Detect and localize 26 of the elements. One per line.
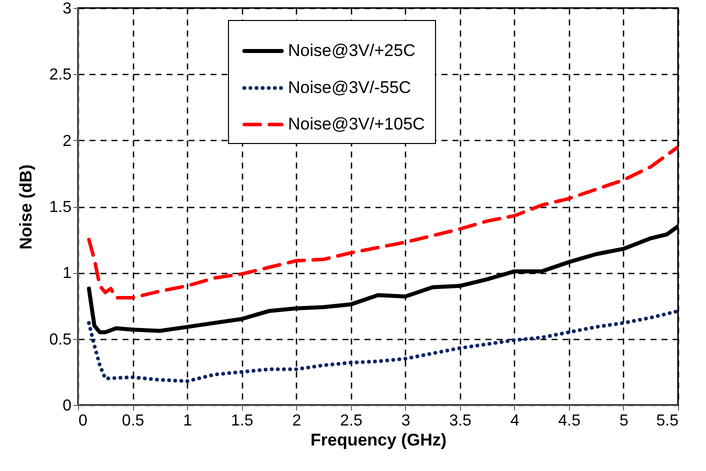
x-tick-label: 2.5	[340, 412, 362, 430]
y-tick-label: 0	[62, 398, 72, 414]
legend-label: Noise@3V/-55C	[288, 78, 412, 97]
line-series	[87, 145, 678, 300]
line-series	[87, 309, 678, 384]
x-axis-title: Frequency (GHz)	[310, 430, 447, 450]
x-tick-label: 3	[401, 412, 410, 430]
y-tick-label: 3	[62, 0, 72, 18]
x-tick-label: 0.5	[122, 412, 144, 430]
x-tick-label: 2	[292, 412, 302, 430]
x-tick-label: 5	[620, 412, 628, 430]
y-tick-label: 1	[62, 265, 72, 282]
y-tick-label: 2.5	[49, 66, 72, 84]
x-tick-label: 5.5	[656, 412, 679, 430]
y-tick-label: 1.5	[49, 199, 72, 216]
x-tick-label: 0	[78, 412, 88, 430]
x-tick-label: 1.5	[231, 412, 254, 430]
y-axis-title: Noise (dB)	[16, 164, 36, 250]
y-tick-label: 2	[62, 132, 72, 150]
legend-label: Noise@3V/+25C	[288, 41, 416, 60]
x-tick-label: 4.5	[558, 412, 581, 430]
y-tick-label: 0.5	[49, 331, 72, 348]
x-tick-label: 1	[183, 412, 192, 430]
x-tick-label: 4	[510, 412, 520, 430]
x-tick-label: 3.5	[449, 412, 472, 430]
legend-label: Noise@3V/+105C	[288, 114, 425, 134]
